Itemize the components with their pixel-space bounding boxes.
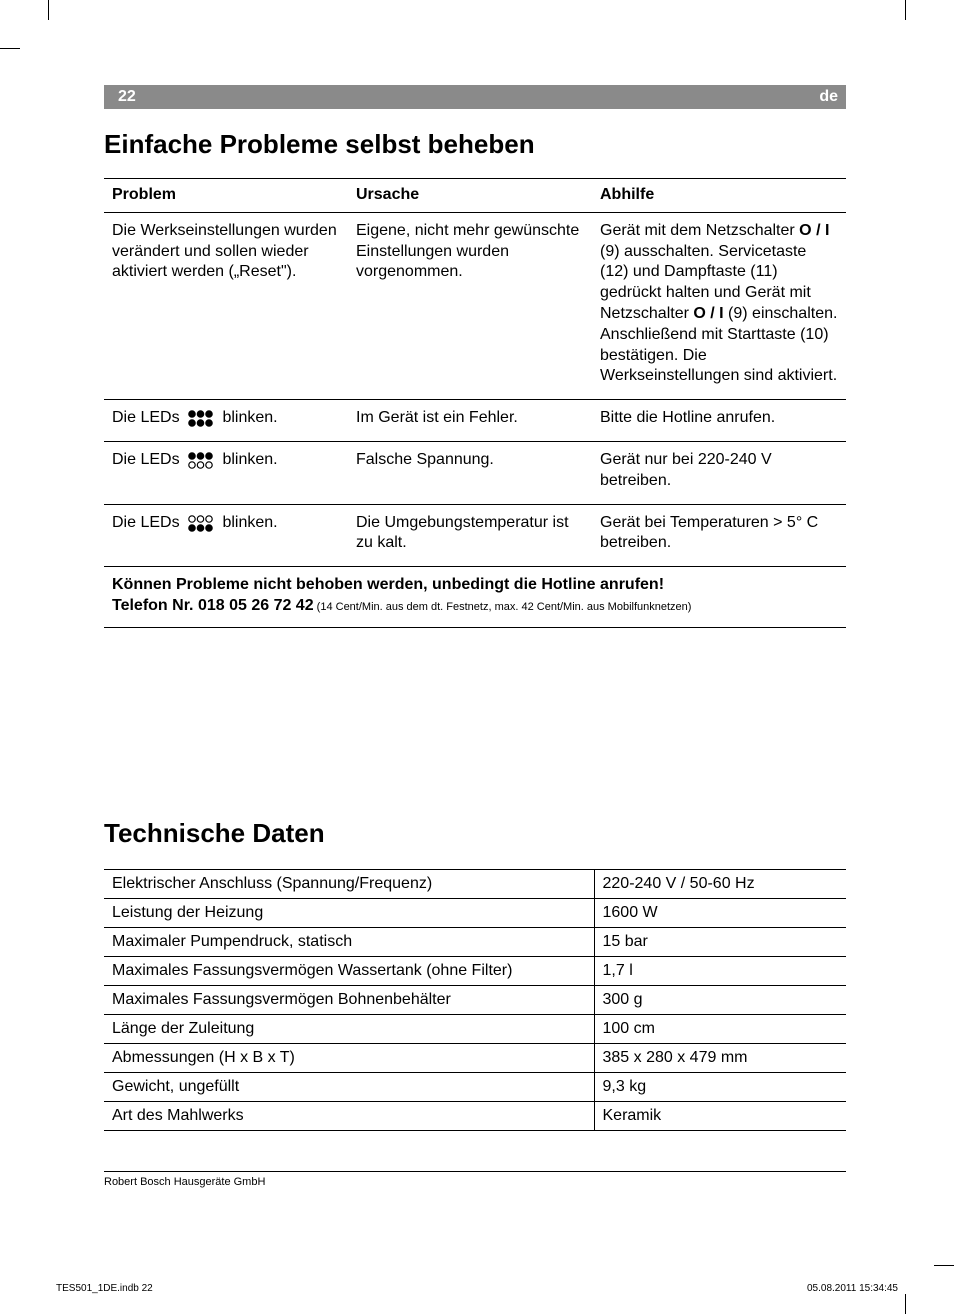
led-pattern-icon bbox=[187, 451, 215, 470]
led-pattern-icon bbox=[187, 514, 215, 533]
spec-value: 1600 W bbox=[594, 898, 846, 927]
spec-key: Elektrischer Anschluss (Spannung/Frequen… bbox=[104, 869, 594, 898]
spec-value: 15 bar bbox=[594, 927, 846, 956]
spec-key: Maximales Fassungsvermögen Bohnenbehälte… bbox=[104, 985, 594, 1014]
company-name: Robert Bosch Hausgeräte GmbH bbox=[104, 1171, 846, 1188]
table-cell-problem: Die LEDs blinken. bbox=[104, 400, 348, 442]
page-header: 22 de bbox=[104, 85, 846, 109]
spec-value: 1,7 l bbox=[594, 956, 846, 985]
table-cell-cause: Die Umgebungstemperatur ist zu kalt. bbox=[348, 504, 592, 567]
spec-key: Abmessungen (H x B x T) bbox=[104, 1043, 594, 1072]
spec-value: 220-240 V / 50-60 Hz bbox=[594, 869, 846, 898]
section-title-specs: Technische Daten bbox=[104, 818, 846, 849]
page-number: 22 bbox=[118, 88, 136, 106]
spec-value: 9,3 kg bbox=[594, 1072, 846, 1101]
troubleshoot-table: Problem Ursache Abhilfe Die Werkseinstel… bbox=[104, 178, 846, 628]
spec-table: Elektrischer Anschluss (Spannung/Frequen… bbox=[104, 869, 846, 1131]
table-cell-cause: Falsche Spannung. bbox=[348, 441, 592, 504]
print-footer-right: 05.08.2011 15:34:45 bbox=[807, 1283, 898, 1294]
table-cell-cause: Eigene, nicht mehr gewünschte Einstellun… bbox=[348, 212, 592, 399]
spec-key: Art des Mahlwerks bbox=[104, 1101, 594, 1130]
spec-value: 385 x 280 x 479 mm bbox=[594, 1043, 846, 1072]
table-cell-problem: Die LEDs blinken. bbox=[104, 441, 348, 504]
table-cell-problem: Die LEDs blinken. bbox=[104, 504, 348, 567]
table-footer: Können Probleme nicht behoben werden, un… bbox=[104, 567, 846, 628]
col-problem: Problem bbox=[104, 179, 348, 213]
table-cell-remedy: Gerät nur bei 220-240 V betreiben. bbox=[592, 441, 846, 504]
table-cell-cause: Im Gerät ist ein Fehler. bbox=[348, 400, 592, 442]
print-footer-left: TES501_1DE.indb 22 bbox=[56, 1283, 153, 1294]
led-pattern-icon bbox=[187, 409, 215, 428]
language-code: de bbox=[819, 88, 838, 106]
table-cell-remedy: Bitte die Hotline anrufen. bbox=[592, 400, 846, 442]
spec-value: 300 g bbox=[594, 985, 846, 1014]
spec-key: Maximaler Pumpendruck, statisch bbox=[104, 927, 594, 956]
spec-value: Keramik bbox=[594, 1101, 846, 1130]
spec-value: 100 cm bbox=[594, 1014, 846, 1043]
table-cell-remedy: Gerät bei Temperaturen > 5° C betreiben. bbox=[592, 504, 846, 567]
spec-key: Maximales Fassungsvermögen Wassertank (o… bbox=[104, 956, 594, 985]
col-cause: Ursache bbox=[348, 179, 592, 213]
table-cell-problem: Die Werkseinstellungen wurden verändert … bbox=[104, 212, 348, 399]
col-remedy: Abhilfe bbox=[592, 179, 846, 213]
table-cell-remedy: Gerät mit dem Netzschal­ter O / I (9) au… bbox=[592, 212, 846, 399]
spec-key: Leistung der Heizung bbox=[104, 898, 594, 927]
spec-key: Länge der Zuleitung bbox=[104, 1014, 594, 1043]
spec-key: Gewicht, ungefüllt bbox=[104, 1072, 594, 1101]
section-title-troubleshoot: Einfache Probleme selbst beheben bbox=[104, 129, 846, 160]
